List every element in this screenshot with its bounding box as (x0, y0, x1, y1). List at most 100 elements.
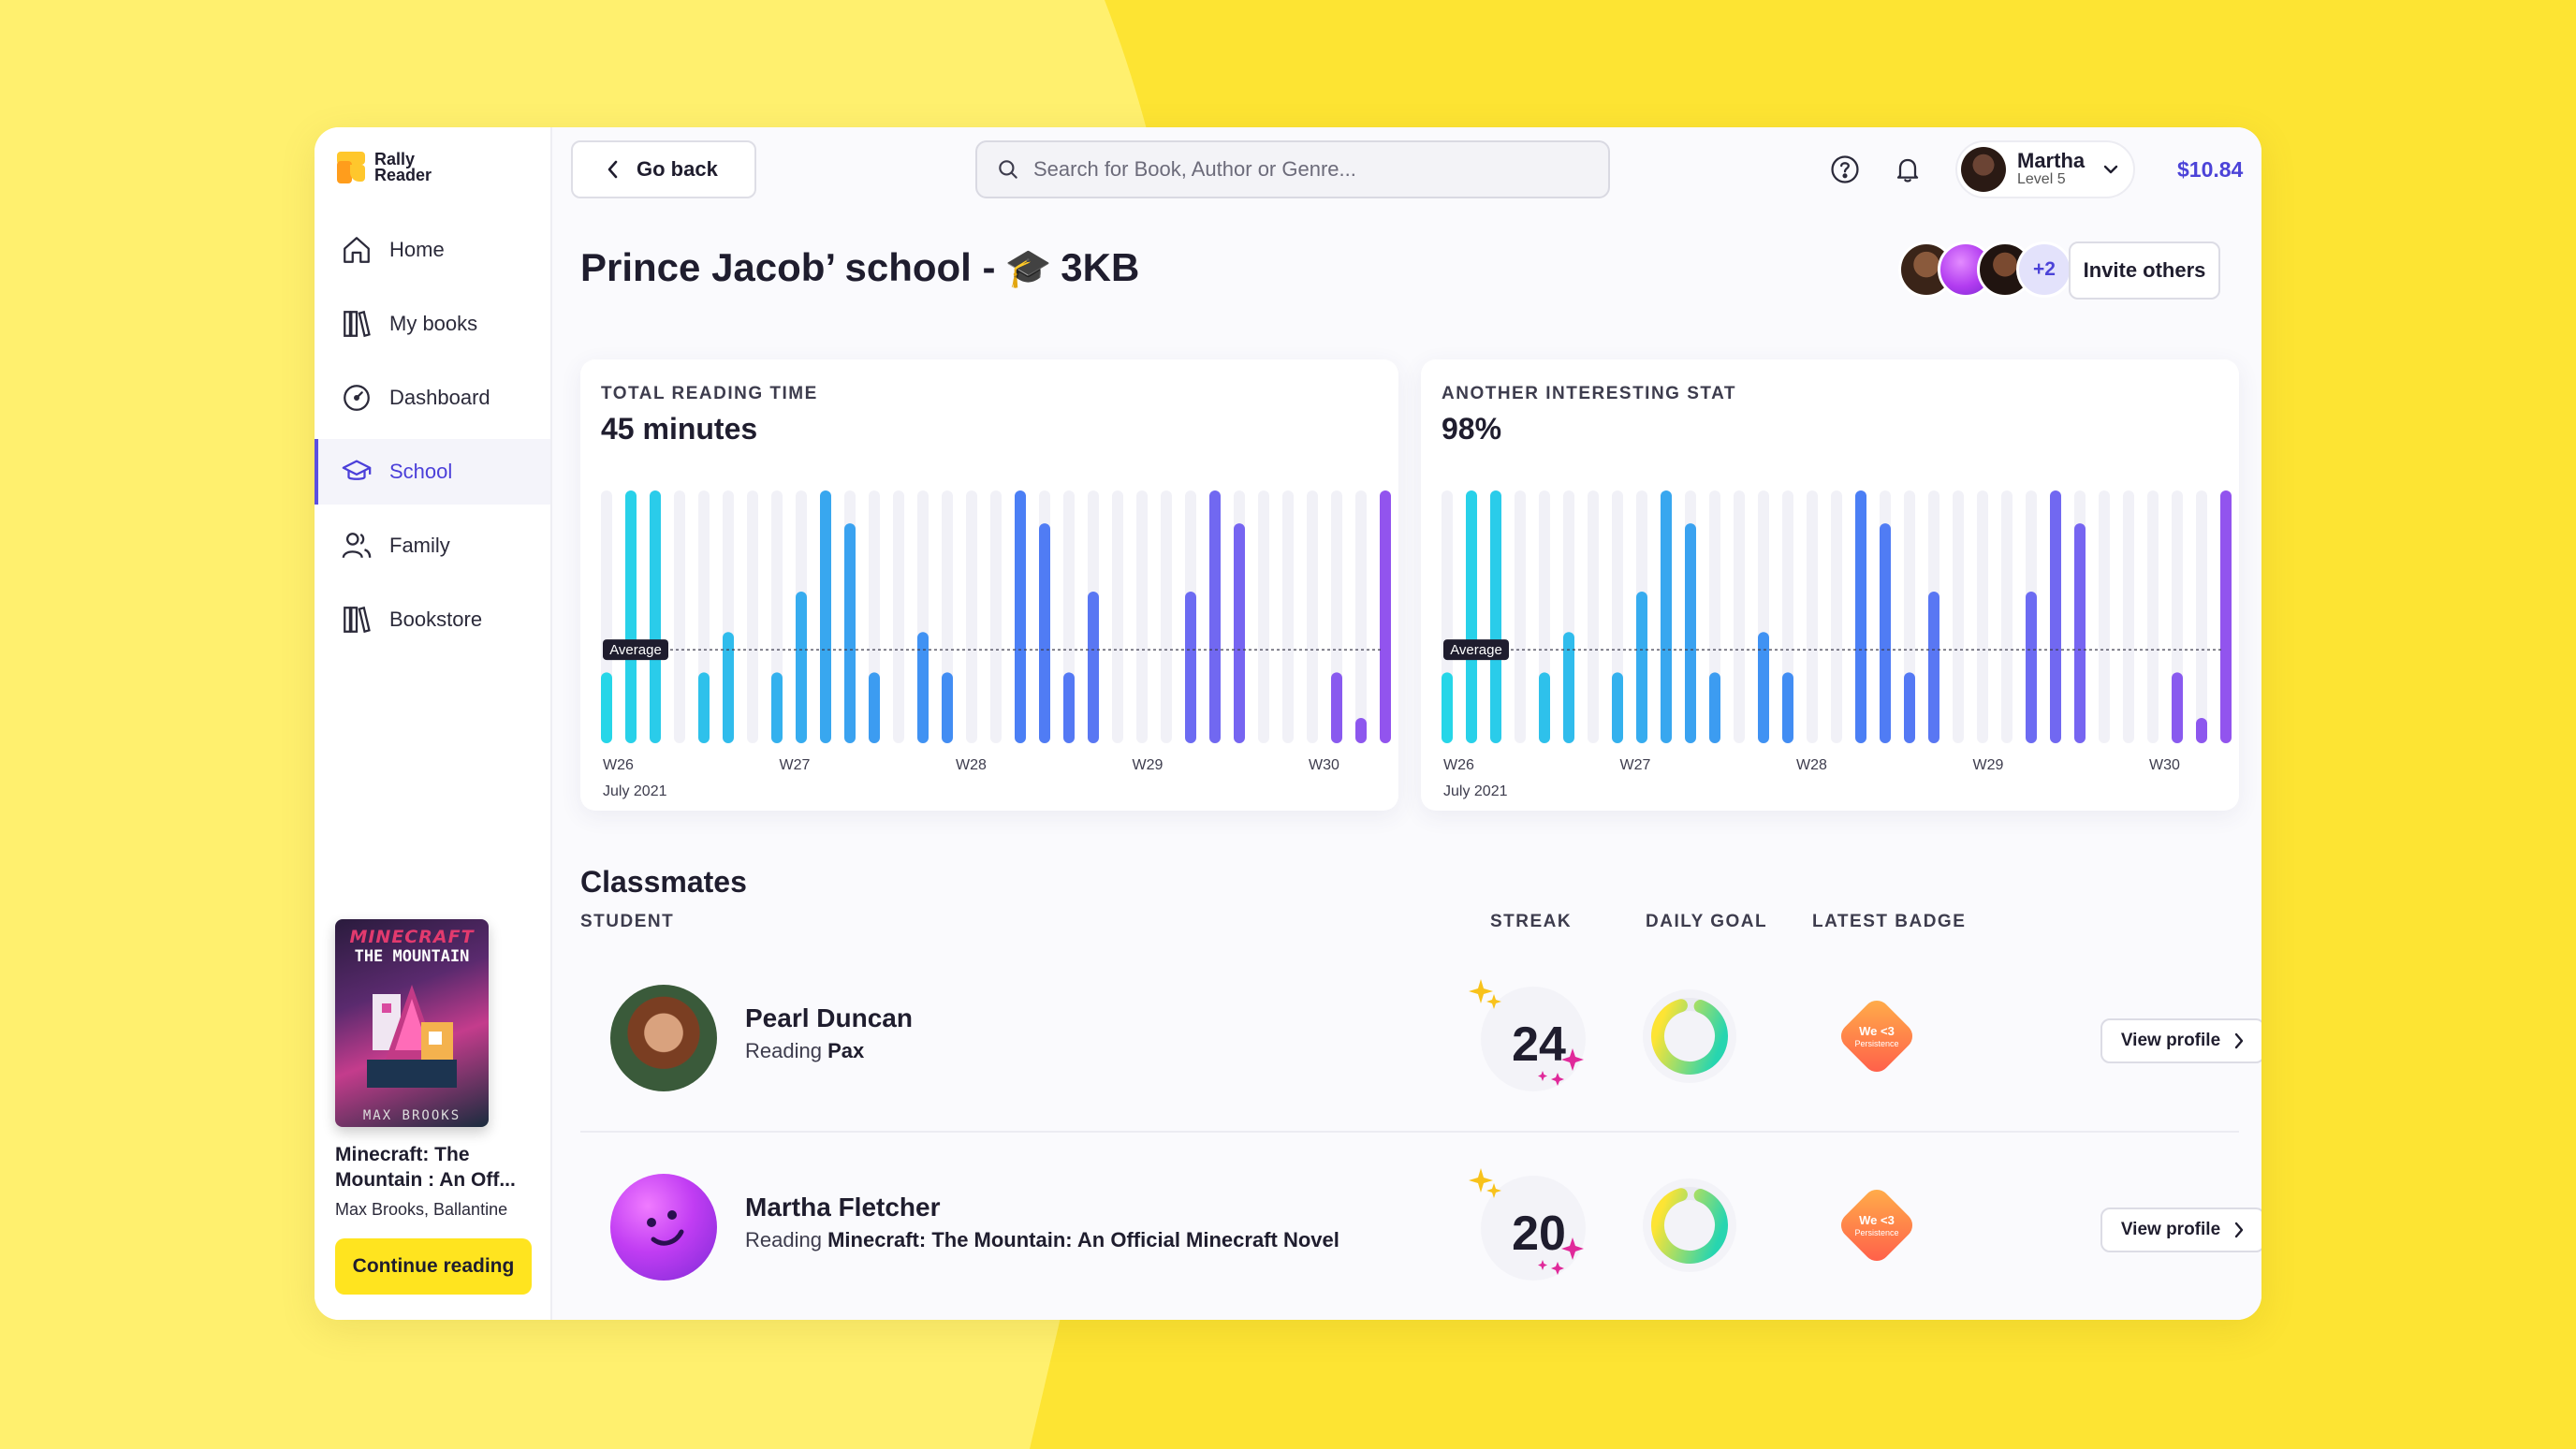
badge-line-2: Persistence (1854, 1228, 1898, 1237)
student-reading: Reading Minecraft: The Mountain: An Offi… (745, 1228, 1339, 1252)
x-tick-label: W29 (1133, 757, 1164, 773)
bar-track (2123, 490, 2134, 743)
bar-track (1355, 490, 1367, 743)
continue-reading-button[interactable]: Continue reading (335, 1238, 532, 1295)
bar[interactable] (1185, 592, 1196, 743)
sidebar-item-family[interactable]: Family (315, 513, 550, 578)
bar[interactable] (1355, 718, 1367, 743)
help-icon[interactable] (1829, 154, 1861, 185)
user-name: Martha (2017, 149, 2086, 172)
invite-others-button[interactable]: Invite others (2069, 242, 2220, 300)
bar[interactable] (1661, 490, 1672, 743)
persistence-badge-icon[interactable]: We <3 Persistence (1825, 985, 1928, 1088)
bar[interactable] (1015, 490, 1026, 743)
x-tick-label: W26 (1443, 757, 1474, 773)
cover-art (367, 985, 457, 1088)
bar[interactable] (698, 672, 710, 743)
sidebar-item-dashboard[interactable]: Dashboard (315, 365, 550, 431)
bar[interactable] (2196, 718, 2207, 743)
bar[interactable] (1758, 632, 1769, 743)
bar[interactable] (1563, 632, 1574, 743)
bar-chart: Average W26 W27 W28 W29 W30 July 2021 (1442, 490, 2232, 799)
bar[interactable] (1636, 592, 1647, 743)
bar[interactable] (869, 672, 880, 743)
bar[interactable] (1088, 592, 1099, 743)
bar[interactable] (1539, 672, 1550, 743)
bar[interactable] (2050, 490, 2061, 743)
page-title: Prince Jacob’ school - 🎓 3KB (580, 245, 1139, 290)
wallet-balance[interactable]: $10.84 (2177, 157, 2244, 182)
bar[interactable] (2026, 592, 2037, 743)
bar[interactable] (1234, 523, 1245, 743)
bar[interactable] (1039, 523, 1050, 743)
bar[interactable] (1855, 490, 1866, 743)
bell-icon[interactable] (1893, 154, 1923, 185)
dashboard-icon (344, 385, 370, 411)
bar[interactable] (1490, 490, 1501, 743)
bar[interactable] (2074, 523, 2086, 743)
bar[interactable] (1904, 672, 1915, 743)
column-header-student: STUDENT (580, 912, 675, 931)
go-back-label: Go back (637, 157, 718, 181)
book-cover[interactable]: MINECRAFT THE MOUNTAIN MAX BROOKS (335, 919, 489, 1127)
bar-track (1136, 490, 1148, 743)
bar[interactable] (1380, 490, 1391, 743)
book-title[interactable]: Minecraft: The Mountain : An Off... (335, 1144, 516, 1191)
bar[interactable] (1685, 523, 1696, 743)
streak-count: 20 (1512, 1207, 1566, 1261)
x-tick-label: W30 (2149, 757, 2180, 773)
bar[interactable] (1466, 490, 1477, 743)
x-tick-label: W28 (956, 757, 987, 773)
bar[interactable] (601, 672, 612, 743)
user-menu[interactable]: Martha Level 5 (1955, 140, 2135, 198)
bar[interactable] (771, 672, 783, 743)
column-header-daily-goal: DAILY GOAL (1646, 912, 1768, 931)
logo-line-1: Rally (374, 150, 416, 168)
x-tick-label: W26 (603, 757, 634, 773)
go-back-button[interactable]: Go back (571, 140, 756, 198)
sidebar-item-school[interactable]: School (315, 439, 550, 505)
bar[interactable] (1331, 672, 1342, 743)
daily-goal-ring (1643, 1178, 1736, 1272)
search-input[interactable] (1033, 157, 1558, 182)
bar[interactable] (820, 490, 831, 743)
bar[interactable] (1782, 672, 1793, 743)
logo[interactable]: Rally Reader (337, 150, 432, 183)
bar[interactable] (942, 672, 953, 743)
bar[interactable] (1063, 672, 1075, 743)
bar[interactable] (2172, 672, 2183, 743)
bar[interactable] (844, 523, 856, 743)
bar[interactable] (917, 632, 929, 743)
view-profile-button[interactable]: View profile (2100, 1208, 2261, 1252)
bar[interactable] (625, 490, 637, 743)
avatar (610, 985, 717, 1091)
view-profile-button[interactable]: View profile (2100, 1018, 2261, 1063)
bar[interactable] (1709, 672, 1720, 743)
bar[interactable] (1880, 523, 1891, 743)
bar[interactable] (723, 632, 734, 743)
sidebar-item-bookstore[interactable]: Bookstore (315, 587, 550, 652)
student-name[interactable]: Pearl Duncan (745, 1003, 913, 1032)
bar[interactable] (2220, 490, 2232, 743)
goal-progress (1651, 1187, 1728, 1264)
sidebar-item-home[interactable]: Home (315, 217, 550, 283)
badge-line-1: We <3 (1859, 1024, 1895, 1038)
column-header-latest-badge: LATEST BADGE (1812, 912, 1967, 931)
avatar (1961, 147, 2006, 192)
bar[interactable] (650, 490, 661, 743)
stat-card-interesting: ANOTHER INTERESTING STAT 98% Average W26 W… (1421, 359, 2239, 811)
streak-count: 24 (1512, 1017, 1566, 1072)
column-header-streak: STREAK (1490, 912, 1573, 931)
persistence-badge-icon[interactable]: We <3 Persistence (1825, 1174, 1928, 1277)
bar-chart: Average W26 W27 W28 W29 W30 July 2021 (601, 490, 1391, 799)
bar[interactable] (1442, 672, 1453, 743)
bar[interactable] (1928, 592, 1939, 743)
bar[interactable] (1209, 490, 1221, 743)
member-avatars[interactable]: +2 (1898, 242, 2072, 298)
bar[interactable] (796, 592, 807, 743)
cover-series: MINECRAFT (349, 927, 475, 947)
table-row: Martha Fletcher Reading Minecraft: The M… (580, 1134, 2261, 1320)
sidebar-item-my-books[interactable]: My books (315, 291, 550, 357)
student-name[interactable]: Martha Fletcher (745, 1193, 941, 1222)
bar[interactable] (1612, 672, 1623, 743)
